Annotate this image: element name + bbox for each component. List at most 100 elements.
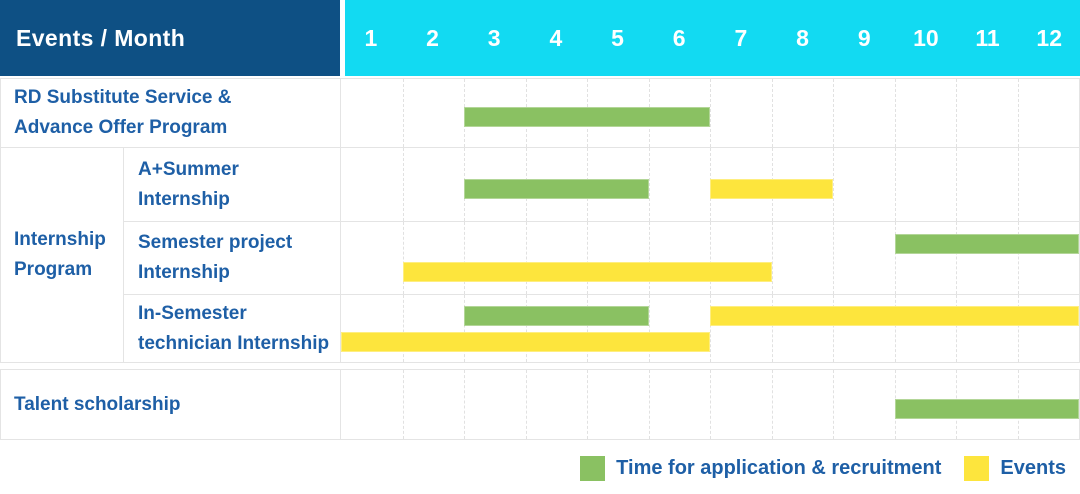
- gantt-chart-cell: [341, 295, 1079, 362]
- row-label-line: Talent scholarship: [14, 393, 181, 415]
- month-label: 4: [549, 24, 563, 51]
- gantt-bar-yellow: [402, 261, 772, 282]
- month-gridline: [710, 222, 711, 294]
- month-gridline: [956, 222, 957, 294]
- gantt-chart-cell: [341, 222, 1079, 294]
- table-header: Events / Month 1 2 3 4 5 6 7 8 9 10 11 1…: [0, 0, 1080, 76]
- sub-row-label: Semester project Internship: [124, 222, 341, 294]
- month-gridline: [525, 295, 527, 362]
- month-label: 5: [611, 24, 624, 51]
- month-gridline: [402, 79, 404, 147]
- month-header-band: [345, 0, 1080, 76]
- month-gridline: [710, 295, 711, 362]
- sub-row-label: A+Summer Internship: [124, 148, 341, 221]
- group-label-line: Internship: [14, 229, 106, 250]
- gantt-chart-cell: [341, 79, 1079, 147]
- month-gridline: [402, 370, 404, 439]
- month-gridline: [894, 79, 896, 147]
- group-label: Internship Program: [1, 148, 124, 362]
- month-gridline: [402, 295, 404, 362]
- gantt-bar-yellow: [710, 178, 833, 199]
- row-label-line: technician Internship: [138, 332, 330, 354]
- month-gridline: [648, 295, 650, 362]
- month-gridline: [525, 370, 527, 439]
- month-gridline: [464, 222, 465, 294]
- month-label: 2: [426, 24, 439, 51]
- legend: Time for application & recruitment Event…: [0, 456, 1080, 481]
- month-gridline: [833, 370, 834, 439]
- month-gridline: [1017, 79, 1019, 147]
- row-label-line: Internship: [138, 262, 230, 283]
- month-gridline: [894, 148, 896, 221]
- month-gridline: [956, 79, 957, 147]
- table-row-in-semester-technician-internship: In-Semester technician Internship: [124, 295, 1079, 362]
- month-gridline: [833, 222, 834, 294]
- legend-item-events: Events: [964, 456, 1066, 481]
- legend-label: Events: [1000, 457, 1066, 479]
- gantt-chart-cell: [341, 370, 1079, 439]
- row-label-line: A+Summer: [138, 158, 239, 180]
- month-gridline: [1017, 295, 1019, 362]
- group-label-line: Program: [14, 259, 93, 280]
- month-label: 8: [796, 24, 809, 51]
- month-label: 11: [975, 24, 1000, 51]
- events-month-header: Events / Month: [0, 0, 340, 76]
- row-label-line: Semester project: [138, 232, 293, 253]
- sub-row-label: In-Semester technician Internship: [124, 295, 341, 362]
- month-gridline: [402, 148, 404, 221]
- month-gridline: [771, 222, 773, 294]
- row-label-line: RD Substitute Service &: [14, 87, 232, 108]
- legend-swatch-green: [580, 456, 606, 481]
- month-gridline: [771, 370, 773, 439]
- gantt-bar-yellow: [341, 331, 710, 352]
- month-gridline: [833, 295, 834, 362]
- events-month-label: Events / Month: [16, 24, 186, 51]
- month-gridline: [771, 79, 773, 147]
- month-gridline: [710, 79, 711, 147]
- month-header-row: 1 2 3 4 5 6 7 8 9 10 11 12: [340, 0, 1080, 76]
- row-label: RD Substitute Service & Advance Offer Pr…: [1, 79, 341, 147]
- gantt-chart-cell: [341, 148, 1079, 221]
- gantt-bar-green: [894, 398, 1079, 419]
- month-gridline: [402, 222, 404, 294]
- gantt-bar-green: [464, 178, 649, 199]
- month-gridline: [648, 370, 650, 439]
- month-gridline: [1017, 222, 1019, 294]
- month-gridline: [771, 295, 773, 362]
- row-label: Talent scholarship: [1, 370, 341, 439]
- month-label: 12: [1036, 24, 1063, 51]
- legend-label: Time for application & recruitment: [616, 457, 942, 479]
- month-label: 3: [487, 24, 501, 51]
- month-gridline: [956, 148, 957, 221]
- month-gridline: [587, 370, 588, 439]
- table-row-semester-project-internship: Semester project Internship: [124, 222, 1079, 295]
- month-label: 9: [857, 24, 871, 51]
- gantt-bar-yellow: [710, 306, 1079, 327]
- month-gridline: [894, 295, 896, 362]
- month-gridline: [833, 79, 834, 147]
- month-gridline: [587, 222, 588, 294]
- gantt-bar-green: [464, 107, 710, 127]
- month-gridline: [525, 222, 527, 294]
- month-gridline: [648, 222, 650, 294]
- table-row-talent-scholarship: Talent scholarship: [0, 369, 1080, 440]
- row-label-line: Internship: [138, 188, 230, 210]
- legend-swatch-yellow: [964, 456, 990, 481]
- month-gridline: [464, 370, 465, 439]
- gantt-bar-green: [894, 234, 1079, 255]
- gantt-bar-green: [464, 306, 649, 327]
- month-gridline: [956, 295, 957, 362]
- month-label: 10: [913, 24, 939, 51]
- month-label: 1: [364, 24, 378, 51]
- month-gridline: [648, 148, 650, 221]
- table-row-rd-substitute: RD Substitute Service & Advance Offer Pr…: [0, 78, 1080, 148]
- row-label-line: Advance Offer Program: [14, 117, 228, 138]
- month-gridline: [894, 222, 896, 294]
- table-row-a-summer-internship: A+Summer Internship: [124, 148, 1079, 222]
- month-gridline: [1017, 148, 1019, 221]
- section-rows: A+Summer Internship Semester project Int…: [124, 148, 1079, 362]
- month-gridline: [710, 370, 711, 439]
- month-gridline: [587, 295, 588, 362]
- month-gridline: [833, 148, 834, 221]
